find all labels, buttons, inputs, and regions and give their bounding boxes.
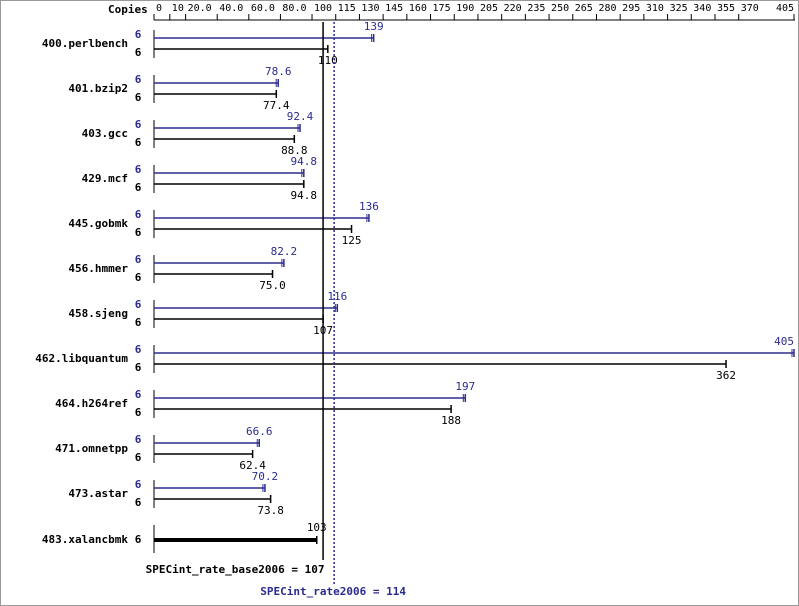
value-label: 92.4 <box>287 110 314 123</box>
copies: 6 <box>135 73 142 86</box>
x-tick-label: 370 <box>741 3 759 14</box>
copies: 6 <box>135 388 142 401</box>
copies: 6 <box>135 316 142 329</box>
copies: 6 <box>135 91 142 104</box>
x-tick-label: 130 <box>361 3 379 14</box>
copies: 6 <box>135 496 142 509</box>
value-label: 78.6 <box>265 65 292 78</box>
x-tick-label: 405 <box>776 3 794 14</box>
benchmark-label: 458.sjeng <box>68 307 128 320</box>
value-label: 197 <box>455 380 475 393</box>
value-label: 188 <box>441 414 461 427</box>
value-label: 136 <box>359 200 379 213</box>
copies: 6 <box>135 406 142 419</box>
x-tick-label: 250 <box>551 3 569 14</box>
copies: 6 <box>135 28 142 41</box>
reference-label: SPECint_rate_base2006 = 107 <box>146 563 325 576</box>
benchmark-label: 429.mcf <box>82 172 128 185</box>
benchmark-label: 471.omnetpp <box>55 442 128 455</box>
x-tick-label: 265 <box>575 3 593 14</box>
benchmark-label: 445.gobmk <box>68 217 128 230</box>
reference-label: SPECint_rate2006 = 114 <box>260 585 406 598</box>
benchmark-label: 401.bzip2 <box>68 82 128 95</box>
value-label: 103 <box>307 521 327 534</box>
benchmark-label: 483.xalancbmk <box>42 533 128 546</box>
x-tick-label: 325 <box>670 3 688 14</box>
x-tick-label: 115 <box>338 3 356 14</box>
value-label: 70.2 <box>252 470 279 483</box>
x-tick-label: 60.0 <box>251 3 275 14</box>
value-label: 94.8 <box>291 189 318 202</box>
value-label: 62.4 <box>239 459 266 472</box>
x-tick-label: 40.0 <box>219 3 243 14</box>
benchmark-label: 456.hmmer <box>68 262 128 275</box>
copies: 6 <box>135 298 142 311</box>
value-label: 73.8 <box>257 504 284 517</box>
copies: 6 <box>135 451 142 464</box>
x-tick-label: 235 <box>527 3 545 14</box>
x-tick-label: 355 <box>717 3 735 14</box>
copies: 6 <box>135 361 142 374</box>
value-label: 139 <box>364 20 384 33</box>
copies: 6 <box>135 271 142 284</box>
copies: 6 <box>135 136 142 149</box>
copies-header: Copies <box>108 3 148 16</box>
value-label: 125 <box>342 234 362 247</box>
copies: 6 <box>135 181 142 194</box>
value-label: 116 <box>327 290 347 303</box>
copies: 6 <box>135 478 142 491</box>
x-tick-label: 295 <box>622 3 640 14</box>
value-label: 66.6 <box>246 425 273 438</box>
x-tick-label: 280 <box>598 3 616 14</box>
value-label: 94.8 <box>291 155 318 168</box>
x-tick-label: 0 <box>156 3 162 14</box>
value-label: 405 <box>774 335 794 348</box>
copies: 6 <box>135 253 142 266</box>
x-tick-label: 310 <box>646 3 664 14</box>
copies: 6 <box>135 163 142 176</box>
benchmark-label: 403.gcc <box>82 127 128 140</box>
x-tick-label: 20.0 <box>188 3 212 14</box>
benchmark-label: 464.h264ref <box>55 397 128 410</box>
x-tick-label: 340 <box>693 3 711 14</box>
benchmark-label: 462.libquantum <box>35 352 128 365</box>
value-label: 77.4 <box>263 99 290 112</box>
x-tick-label: 80.0 <box>282 3 306 14</box>
x-tick-label: 205 <box>480 3 498 14</box>
value-label: 88.8 <box>281 144 308 157</box>
benchmark-label: 473.astar <box>68 487 128 500</box>
copies: 6 <box>135 533 142 546</box>
copies: 6 <box>135 46 142 59</box>
x-tick-label: 190 <box>456 3 474 14</box>
value-label: 82.2 <box>271 245 298 258</box>
copies: 6 <box>135 226 142 239</box>
x-tick-label: 175 <box>433 3 451 14</box>
x-tick-label: 160 <box>409 3 427 14</box>
x-tick-label: 100 <box>314 3 332 14</box>
copies: 6 <box>135 343 142 356</box>
x-tick-label: 220 <box>504 3 522 14</box>
benchmark-label: 400.perlbench <box>42 37 128 50</box>
value-label: 362 <box>716 369 736 382</box>
x-tick-label: 10 <box>172 3 184 14</box>
copies: 6 <box>135 208 142 221</box>
value-label: 75.0 <box>259 279 286 292</box>
x-tick-label: 145 <box>385 3 403 14</box>
copies: 6 <box>135 118 142 131</box>
copies: 6 <box>135 433 142 446</box>
